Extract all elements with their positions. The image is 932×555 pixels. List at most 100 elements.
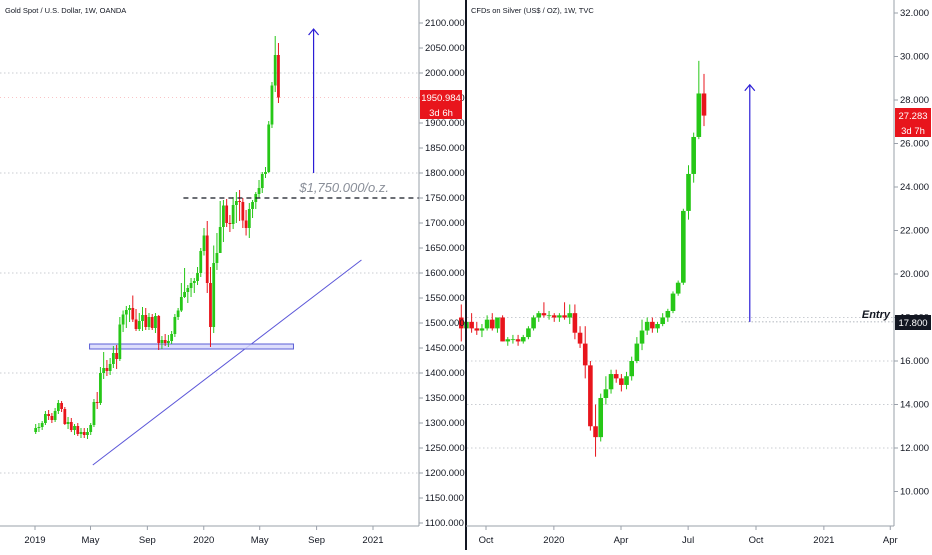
gold-y-tick-label: 1150.000 [425, 493, 464, 504]
gold-x-tick-label: May [251, 535, 269, 546]
gold-last-price-badge [420, 90, 462, 105]
gold-candle-body [209, 283, 212, 327]
silver-y-tick-label: 24.000 [900, 182, 929, 193]
gold-candle-body [73, 426, 76, 430]
gold-candle-body [270, 85, 274, 125]
gold-candle-body [277, 55, 280, 98]
silver-candle-body [624, 376, 629, 385]
silver-last-price-badge [895, 108, 931, 123]
gold-candle-body [92, 402, 96, 425]
gold-candle-body [218, 227, 222, 253]
gold-x-tick-label: Sep [308, 535, 325, 546]
silver-candle-body [531, 317, 536, 329]
gold-trendline[interactable] [92, 259, 362, 466]
gold-candle-body [99, 373, 102, 403]
silver-candle-body [551, 315, 557, 318]
gold-candle-body [82, 432, 86, 435]
gold-candle-body [76, 426, 80, 434]
gold-candle-body [37, 427, 41, 428]
silver-x-tick-label: 2021 [813, 535, 834, 546]
silver-candle-body [515, 339, 521, 342]
silver-candle-body [603, 389, 609, 398]
gold-candle-body [264, 172, 267, 174]
gold-candle-body [118, 324, 122, 359]
gold-y-tick-label: 1100.000 [425, 518, 464, 529]
gold-x-tick-label: May [82, 535, 100, 546]
gold-price-axis[interactable]: 2100.0002050.0002000.0001950.0001900.000… [419, 18, 465, 529]
gold-candle-body [166, 341, 170, 343]
gold-candle-body [40, 423, 44, 427]
silver-candle-body [675, 282, 681, 294]
silver-candles [458, 60, 707, 457]
gold-candle-body [44, 414, 47, 423]
gold-candle-body [257, 188, 261, 194]
silver-time-axis[interactable]: Oct 2020 Apr Jul Oct 2021 Apr [479, 526, 898, 546]
silver-y-tick-label: 22.000 [900, 226, 929, 237]
silver-candle-body [639, 330, 645, 344]
silver-y-tick-label: 12.000 [900, 443, 929, 454]
gold-candle-body [273, 55, 277, 86]
gold-x-tick-label: Sep [139, 535, 156, 546]
silver-entry-label: Entry [862, 309, 891, 321]
silver-y-tick-label: 16.000 [900, 356, 929, 367]
gold-candle-body [63, 409, 67, 424]
silver-candle-body [681, 210, 686, 283]
gold-annotations-back [89, 259, 362, 466]
silver-candle-body [655, 324, 660, 329]
silver-candle-body [567, 313, 573, 318]
gold-candle-body [196, 273, 199, 281]
gold-candle-body [137, 321, 141, 329]
silver-entry-price-badge [895, 315, 931, 330]
gold-support-zone[interactable] [89, 343, 294, 350]
gold-candle-body [115, 353, 119, 359]
gold-candle-body [131, 308, 135, 320]
silver-candle-body [474, 328, 480, 331]
silver-y-tick-label: 32.000 [900, 8, 929, 19]
gold-grid [0, 72, 419, 474]
gold-y-tick-label: 1750.000 [425, 193, 465, 204]
silver-x-tick-label: Apr [883, 535, 898, 546]
gold-candle-body [154, 316, 157, 328]
gold-y-tick-label: 1350.000 [425, 393, 465, 404]
gold-y-tick-label: 1450.000 [425, 343, 465, 354]
gold-candle-body [244, 220, 248, 228]
gold-candle-body [150, 317, 154, 328]
gold-candle-body [199, 251, 203, 273]
silver-y-tick-label: 20.000 [900, 269, 929, 280]
gold-candle-body [144, 315, 148, 327]
silver-candle-body [484, 319, 490, 329]
gold-candle-body [124, 310, 128, 315]
gold-candle-body [251, 202, 254, 209]
gold-last-price-text: 1950.984 [421, 93, 461, 104]
silver-candle-body [593, 426, 598, 438]
silver-candle-body [598, 397, 604, 438]
silver-target-arrow-head [744, 83, 756, 92]
gold-y-tick-label: 1500.000 [425, 318, 465, 329]
gold-candle-body [79, 432, 83, 434]
gold-candle-body [173, 317, 177, 334]
gold-y-tick-label: 1600.000 [425, 268, 465, 279]
silver-candle-body [469, 321, 474, 329]
gold-y-tick-label: 1200.000 [425, 468, 465, 479]
silver-candle-body [665, 310, 671, 318]
silver-x-tick-label: Oct [479, 535, 494, 546]
gold-candle-body [234, 201, 238, 205]
silver-candle-body [495, 317, 500, 329]
gold-time-axis[interactable]: 2019 May Sep 2020 May Sep 2021 [24, 526, 384, 546]
gold-candle-body [247, 209, 251, 228]
gold-candle-body [215, 253, 219, 263]
silver-grid [467, 317, 894, 449]
silver-x-tick-label: 2020 [543, 535, 564, 546]
gold-candles [34, 36, 280, 439]
gold-candle-body [157, 316, 161, 343]
gold-x-tick-label: 2019 [24, 535, 45, 546]
gold-candle-body [121, 314, 125, 325]
gold-y-tick-label: 1650.000 [425, 243, 465, 254]
silver-candle-body [670, 293, 676, 311]
silver-candle-body [650, 321, 655, 329]
gold-candle-body [111, 353, 115, 364]
gold-y-tick-label: 1550.000 [425, 293, 465, 304]
silver-last-price-text: 27.283 [898, 111, 927, 122]
gold-candle-body [105, 368, 109, 371]
